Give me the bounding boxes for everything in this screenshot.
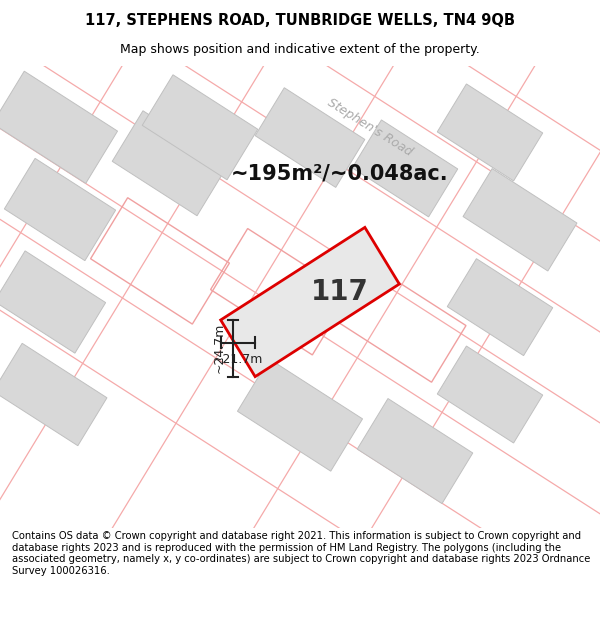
Polygon shape bbox=[142, 75, 258, 180]
Polygon shape bbox=[255, 88, 365, 188]
Text: 117: 117 bbox=[311, 278, 369, 306]
Polygon shape bbox=[447, 259, 553, 356]
Polygon shape bbox=[238, 359, 362, 471]
Polygon shape bbox=[221, 228, 400, 377]
Polygon shape bbox=[437, 346, 543, 443]
Text: ~21.7m: ~21.7m bbox=[213, 353, 263, 366]
Text: 117, STEPHENS ROAD, TUNBRIDGE WELLS, TN4 9QB: 117, STEPHENS ROAD, TUNBRIDGE WELLS, TN4… bbox=[85, 13, 515, 28]
Polygon shape bbox=[352, 120, 458, 217]
Text: Contains OS data © Crown copyright and database right 2021. This information is : Contains OS data © Crown copyright and d… bbox=[12, 531, 590, 576]
Polygon shape bbox=[463, 169, 577, 271]
Text: ~24.7m: ~24.7m bbox=[212, 323, 225, 374]
Text: ~195m²/~0.048ac.: ~195m²/~0.048ac. bbox=[231, 164, 449, 184]
Text: Stephen's Road: Stephen's Road bbox=[325, 96, 415, 159]
Polygon shape bbox=[0, 71, 118, 183]
Polygon shape bbox=[0, 343, 107, 446]
Polygon shape bbox=[437, 84, 543, 181]
Polygon shape bbox=[112, 111, 228, 216]
Text: Map shows position and indicative extent of the property.: Map shows position and indicative extent… bbox=[120, 42, 480, 56]
Polygon shape bbox=[357, 399, 473, 504]
Polygon shape bbox=[4, 158, 116, 261]
Polygon shape bbox=[0, 251, 106, 353]
